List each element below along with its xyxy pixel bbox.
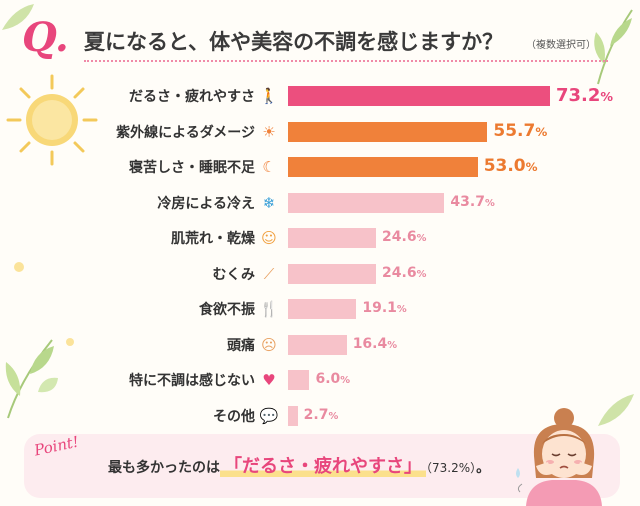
category-label: その他 bbox=[213, 408, 255, 425]
title-divider bbox=[84, 60, 608, 62]
bar bbox=[288, 405, 298, 426]
leaf-decoration-top-left bbox=[2, 4, 34, 30]
point-text: 最も多かったのは 「だるさ・疲れやすさ」 （73.2%）。 bbox=[108, 452, 490, 478]
value-label: 55.7% bbox=[493, 120, 548, 141]
category-label: だるさ・疲れやすさ bbox=[129, 89, 255, 105]
heart-icon: ♥ bbox=[262, 371, 276, 389]
value-label: 2.7% bbox=[303, 406, 339, 423]
bar bbox=[288, 86, 550, 106]
dot-decoration bbox=[66, 338, 74, 346]
category-label: 寝苦しさ・睡眠不足 bbox=[129, 160, 255, 176]
point-prefix: 最も多かったのは bbox=[108, 460, 220, 476]
chart-title: 夏になると、体や美容の不調を感じますか？ bbox=[84, 30, 504, 54]
bar bbox=[288, 334, 347, 355]
leaf-decoration-left bbox=[5, 339, 58, 419]
walking-person-icon: 🚶 bbox=[259, 87, 279, 105]
category-label: むくみ bbox=[212, 266, 255, 283]
bar bbox=[288, 228, 377, 248]
snowflake-icon: ❄ bbox=[262, 193, 276, 212]
category-label: 特に不調は感じない bbox=[129, 373, 255, 389]
head-icon: ☹ bbox=[261, 335, 277, 354]
value-label: 6.0% bbox=[315, 371, 351, 388]
point-highlight: 「だるさ・疲れやすさ」 bbox=[220, 456, 426, 477]
sun-icon: ☀ bbox=[262, 122, 276, 141]
value-label: 53.0% bbox=[483, 156, 538, 177]
bar bbox=[288, 370, 310, 390]
bar bbox=[288, 263, 377, 284]
sun-decoration bbox=[6, 74, 98, 166]
point-suffix: 。 bbox=[476, 460, 491, 476]
category-label: 肌荒れ・乾燥 bbox=[171, 231, 255, 247]
point-percent: （73.2%） bbox=[426, 461, 477, 475]
bar bbox=[288, 157, 478, 177]
value-label: 73.2% bbox=[556, 84, 614, 106]
chart-note: （複数選択可） bbox=[526, 40, 596, 51]
category-label: 食欲不振 bbox=[199, 302, 255, 318]
value-label: 19.1% bbox=[362, 300, 407, 317]
value-label: 24.6% bbox=[382, 229, 427, 246]
bar bbox=[288, 192, 445, 213]
leaf-decoration-right bbox=[598, 394, 634, 426]
value-label: 43.7% bbox=[450, 193, 495, 210]
category-label: 冷房による冷え bbox=[157, 195, 255, 212]
value-label: 16.4% bbox=[352, 335, 398, 352]
bar bbox=[288, 121, 488, 142]
fork-knife-icon: 🍴 bbox=[259, 300, 279, 318]
bar bbox=[288, 299, 357, 319]
category-label: 頭痛 bbox=[227, 337, 255, 354]
value-label: 24.6% bbox=[382, 264, 427, 281]
speech-bubble-icon: 💬 bbox=[259, 406, 279, 425]
category-label: 紫外線によるダメージ bbox=[116, 124, 255, 141]
face-icon: ☺ bbox=[261, 229, 277, 247]
crescent-moon-icon: ☾ bbox=[262, 158, 276, 176]
question-mark: Q. bbox=[22, 14, 69, 61]
tired-woman-illustration bbox=[516, 408, 602, 506]
leg-icon: ⟋ bbox=[263, 264, 275, 283]
dot-decoration bbox=[14, 262, 24, 272]
leaf-decoration-top-right bbox=[594, 9, 633, 85]
